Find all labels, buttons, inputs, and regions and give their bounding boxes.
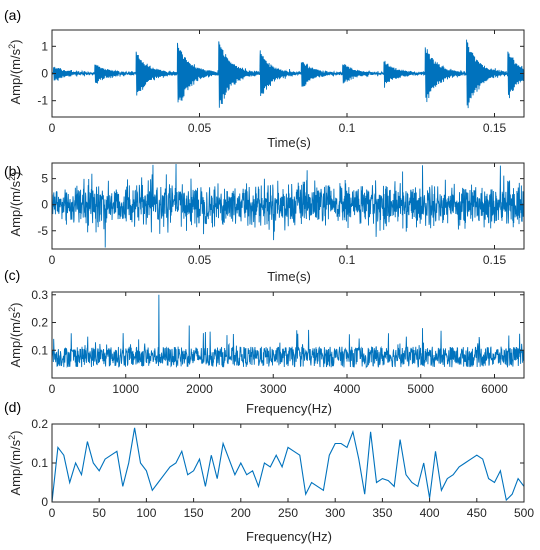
x-tick-label: 0 <box>49 382 56 396</box>
panel-a: (a) Amp/(m/s2) Time(s) 0 0.05 0.1 0.15-101 <box>4 7 525 150</box>
panel-d-xlabel: Frequency(Hz) <box>246 529 332 544</box>
x-tick-label: 350 <box>372 506 392 520</box>
panel-c: (c) Amp/(m/s2) Frequency(Hz) 0 1000 2000 30… <box>4 267 525 416</box>
series-line <box>52 427 524 502</box>
x-tick-label: 250 <box>278 506 298 520</box>
x-tick-label: 0.05 <box>188 253 212 267</box>
x-tick-label: 400 <box>420 506 440 520</box>
x-tick-label: 4000 <box>334 382 361 396</box>
panel-d: (d) Amp/(m/s2) Frequency(Hz) 0 50 100 150 20… <box>4 399 534 544</box>
panel-b-ylabel: Amp/(m/s2) <box>7 172 23 237</box>
panel-d-tag: (d) <box>4 399 21 415</box>
x-tick-label: 0.15 <box>483 253 507 267</box>
x-tick-label: 0 <box>49 121 56 135</box>
plot-frame <box>51 291 525 379</box>
x-tick-label: 0 <box>49 506 56 520</box>
y-tick-label: 0.1 <box>31 343 48 357</box>
plot-frame <box>51 162 525 250</box>
panel-b-tag: (b) <box>4 163 21 179</box>
x-tick-label: 6000 <box>481 382 508 396</box>
series-line <box>52 164 524 248</box>
panel-b-xlabel: Time(s) <box>267 269 311 284</box>
x-tick-label: 2000 <box>186 382 213 396</box>
y-tick-label: -5 <box>37 224 48 238</box>
x-tick-label: 50 <box>93 506 107 520</box>
x-tick-label: 0 <box>49 253 56 267</box>
y-tick-label: 0.1 <box>31 456 48 470</box>
y-tick-label: 0 <box>41 495 48 509</box>
plot-frame <box>51 423 525 503</box>
x-tick-label: 300 <box>325 506 345 520</box>
panel-c-ylabel: Amp/(m/s2) <box>7 303 23 368</box>
x-tick-label: 500 <box>514 506 534 520</box>
panel-a-tag: (a) <box>4 7 21 23</box>
panel-c-tag: (c) <box>4 267 20 283</box>
panel-a-ylabel: Amp/(m/s2) <box>7 40 23 105</box>
x-tick-label: 150 <box>184 506 204 520</box>
panel-d-ylabel: Amp/(m/s2) <box>7 431 23 496</box>
x-tick-label: 0.15 <box>483 121 507 135</box>
x-tick-label: 450 <box>467 506 487 520</box>
y-tick-label: 0 <box>41 198 48 212</box>
y-tick-label: 0.2 <box>31 316 48 330</box>
y-tick-label: 1 <box>41 39 48 53</box>
y-tick-label: 0 <box>41 67 48 81</box>
x-tick-label: 0.05 <box>188 121 212 135</box>
series-line <box>52 39 524 109</box>
panel-c-xlabel: Frequency(Hz) <box>246 401 332 416</box>
x-tick-label: 5000 <box>407 382 434 396</box>
x-tick-label: 3000 <box>260 382 287 396</box>
panel-b: (b) Amp/(m/s2) Time(s) 0 0.05 0.1 0.15 -5 0 5 <box>4 162 525 284</box>
x-tick-label: 1000 <box>112 382 139 396</box>
x-tick-label: 100 <box>136 506 156 520</box>
y-tick-label: 5 <box>41 172 48 186</box>
x-tick-label: 0.1 <box>339 253 356 267</box>
panel-a-xlabel: Time(s) <box>267 135 311 150</box>
y-tick-label: 0.2 <box>31 417 48 431</box>
y-tick-label: -1 <box>37 94 48 108</box>
x-tick-label: 0.1 <box>339 121 356 135</box>
y-tick-label: 0.3 <box>31 288 48 302</box>
x-tick-label: 200 <box>231 506 251 520</box>
series-line <box>52 294 524 369</box>
